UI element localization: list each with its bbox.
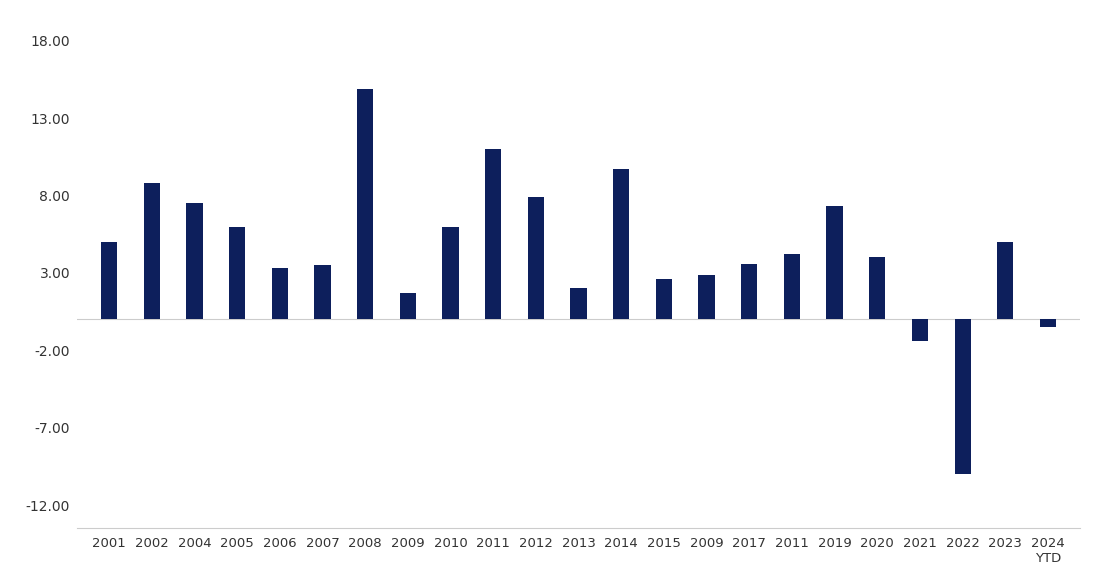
Bar — [314, 265, 331, 319]
Bar — [143, 183, 160, 319]
Bar — [272, 268, 288, 319]
Bar — [571, 288, 586, 319]
Bar — [442, 227, 458, 319]
Bar — [357, 89, 374, 319]
Bar — [485, 149, 501, 319]
Bar — [400, 293, 415, 319]
Bar — [869, 258, 885, 319]
Bar — [1040, 319, 1056, 327]
Bar — [742, 264, 757, 319]
Bar — [997, 242, 1014, 319]
Bar — [826, 207, 843, 319]
Bar — [613, 169, 629, 319]
Bar — [528, 197, 544, 319]
Bar — [229, 227, 246, 319]
Bar — [656, 279, 672, 319]
Bar — [186, 203, 203, 319]
Bar — [911, 319, 928, 341]
Bar — [699, 275, 715, 319]
Bar — [784, 254, 800, 319]
Bar — [101, 242, 117, 319]
Bar — [954, 319, 971, 474]
